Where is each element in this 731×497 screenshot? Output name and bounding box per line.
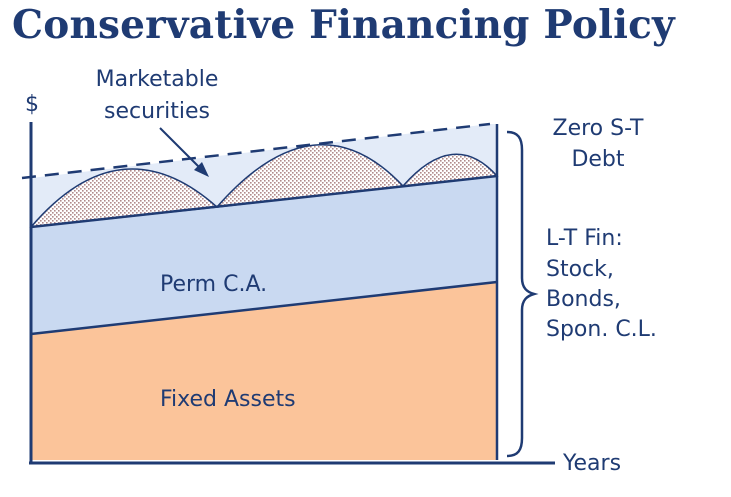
fixed-assets-label: Fixed Assets (160, 387, 296, 412)
page-title: Conservative Financing Policy (12, 2, 675, 48)
marketable-securities-label-line2: securities (104, 99, 210, 124)
financing-brace (506, 130, 539, 458)
marketable-securities-label-line1: Marketable (96, 67, 219, 92)
y-axis-label: $ (25, 92, 39, 117)
zero-st-debt-label-line1: Zero S-T (553, 116, 645, 141)
seasonal-hump-2 (215, 143, 405, 208)
lt-fin-label-line2: Stock, (546, 257, 614, 282)
perm-ca-top-line (30, 174, 498, 229)
lt-fin-label-line3: Bonds, (546, 287, 621, 312)
zero-st-debt-label-line2: Debt (571, 147, 624, 172)
fixed-assets-top-line (30, 280, 498, 336)
securities-pointer-arrowhead (194, 162, 209, 177)
seasonal-hump-1 (29, 168, 219, 228)
x-axis-label: Years (562, 451, 621, 476)
fixed-assets-region (31, 282, 497, 460)
securities-pointer-line (159, 127, 203, 171)
financing-dashed-line (21, 122, 491, 180)
perm-ca-label: Perm C.A. (160, 272, 267, 297)
lt-fin-label-line4: Spon. C.L. (546, 317, 657, 342)
lt-fin-label-line1: L-T Fin: (546, 226, 623, 251)
